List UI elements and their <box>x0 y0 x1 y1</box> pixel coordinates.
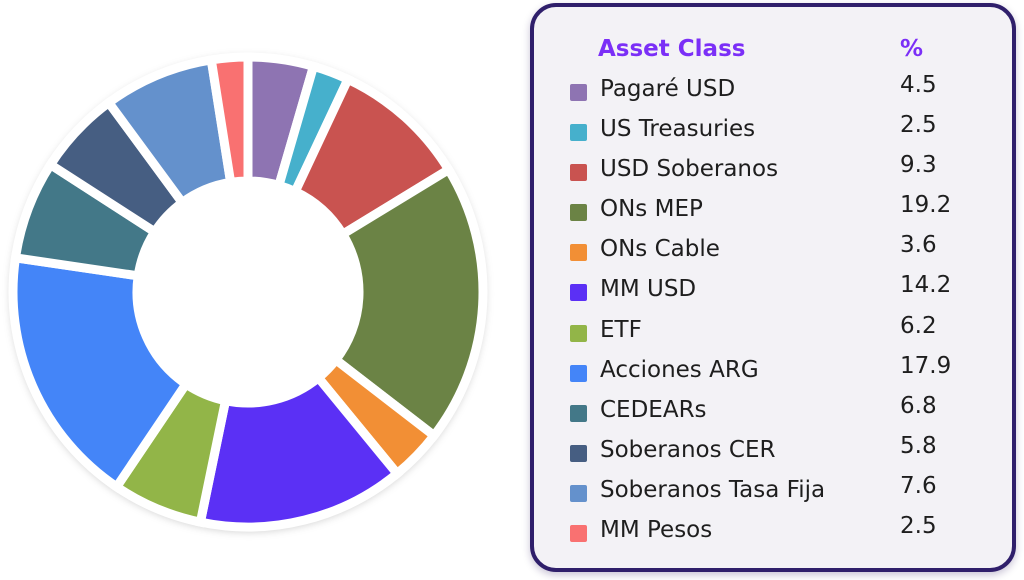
legend-swatch <box>570 124 587 142</box>
donut-slices <box>8 52 488 532</box>
legend-value: 4.5 <box>900 72 937 98</box>
donut-slice-ons-mep <box>329 163 488 442</box>
legend-value: 2.5 <box>900 513 937 540</box>
legend-swatch <box>570 244 587 262</box>
legend-swatch <box>570 164 587 182</box>
legend-item: Soberanos Tasa Fija 7.6 <box>570 470 1000 510</box>
legend-value: 14.2 <box>900 272 952 299</box>
legend-swatch <box>570 404 587 422</box>
legend-swatch <box>570 444 587 462</box>
legend-label: USD Soberanos <box>600 156 779 183</box>
legend-value: 5.8 <box>900 432 937 459</box>
legend-label: ETF <box>600 316 642 343</box>
legend-value: 6.2 <box>900 312 937 339</box>
legend-item: US Treasuries 2.5 <box>570 109 1000 149</box>
legend-item: Pagaré USD 4.5 <box>570 69 1000 109</box>
legend-panel: Asset Class % Pagaré USD 4.5 US Treasuries… <box>530 3 1016 572</box>
legend-item: USD Soberanos 9.3 <box>570 149 1000 189</box>
donut-slice-mm-usd <box>195 371 404 532</box>
legend-label: Soberanos Tasa Fija <box>600 476 826 503</box>
legend-swatch <box>570 324 587 342</box>
legend-item: CEDEARs 6.8 <box>570 390 1000 430</box>
legend-label: MM USD <box>600 276 697 303</box>
legend-value: 3.6 <box>900 232 937 259</box>
donut-chart <box>8 52 488 532</box>
legend-swatch <box>570 284 587 302</box>
legend-value: 7.6 <box>900 472 937 499</box>
legend-item: MM Pesos 2.5 <box>570 510 1000 550</box>
legend-label: US Treasuries <box>600 116 756 143</box>
legend-value: 2.5 <box>900 112 937 139</box>
legend-swatch <box>570 204 587 222</box>
legend-rows: Pagaré USD 4.5 US Treasuries 2.5 USD Soberan… <box>570 69 1000 550</box>
legend-item: ONs MEP 19.2 <box>570 189 1000 229</box>
legend-value: 9.3 <box>900 152 937 179</box>
legend-label: CEDEARs <box>600 396 707 423</box>
legend-label: MM Pesos <box>600 517 713 544</box>
legend-label: Soberanos CER <box>600 436 776 463</box>
legend-value: 19.2 <box>900 192 952 219</box>
legend-item: Soberanos CER 5.8 <box>570 430 1000 470</box>
legend-label: ONs MEP <box>600 196 703 223</box>
legend-label: ONs Cable <box>600 236 720 263</box>
legend-swatch <box>570 364 587 382</box>
legend-value: 17.9 <box>900 352 952 379</box>
legend-swatch <box>570 525 587 543</box>
legend-item: ONs Cable 3.6 <box>570 229 1000 269</box>
legend-label: Pagaré USD <box>600 76 736 102</box>
donut-hole <box>141 185 355 399</box>
legend-header-asset-class: Asset Class <box>598 36 746 62</box>
donut-slice-acciones-arg <box>8 252 193 494</box>
legend-value: 6.8 <box>900 392 937 419</box>
legend-item: Acciones ARG 17.9 <box>570 350 1000 390</box>
legend-swatch <box>570 84 587 101</box>
legend-item: ETF 6.2 <box>570 310 1000 350</box>
legend-header-percent: % <box>900 36 924 62</box>
donut-slice-mm-pesos <box>206 52 253 188</box>
legend-item: MM USD 14.2 <box>570 269 1000 309</box>
legend-swatch <box>570 484 587 502</box>
legend-label: Acciones ARG <box>600 356 759 383</box>
